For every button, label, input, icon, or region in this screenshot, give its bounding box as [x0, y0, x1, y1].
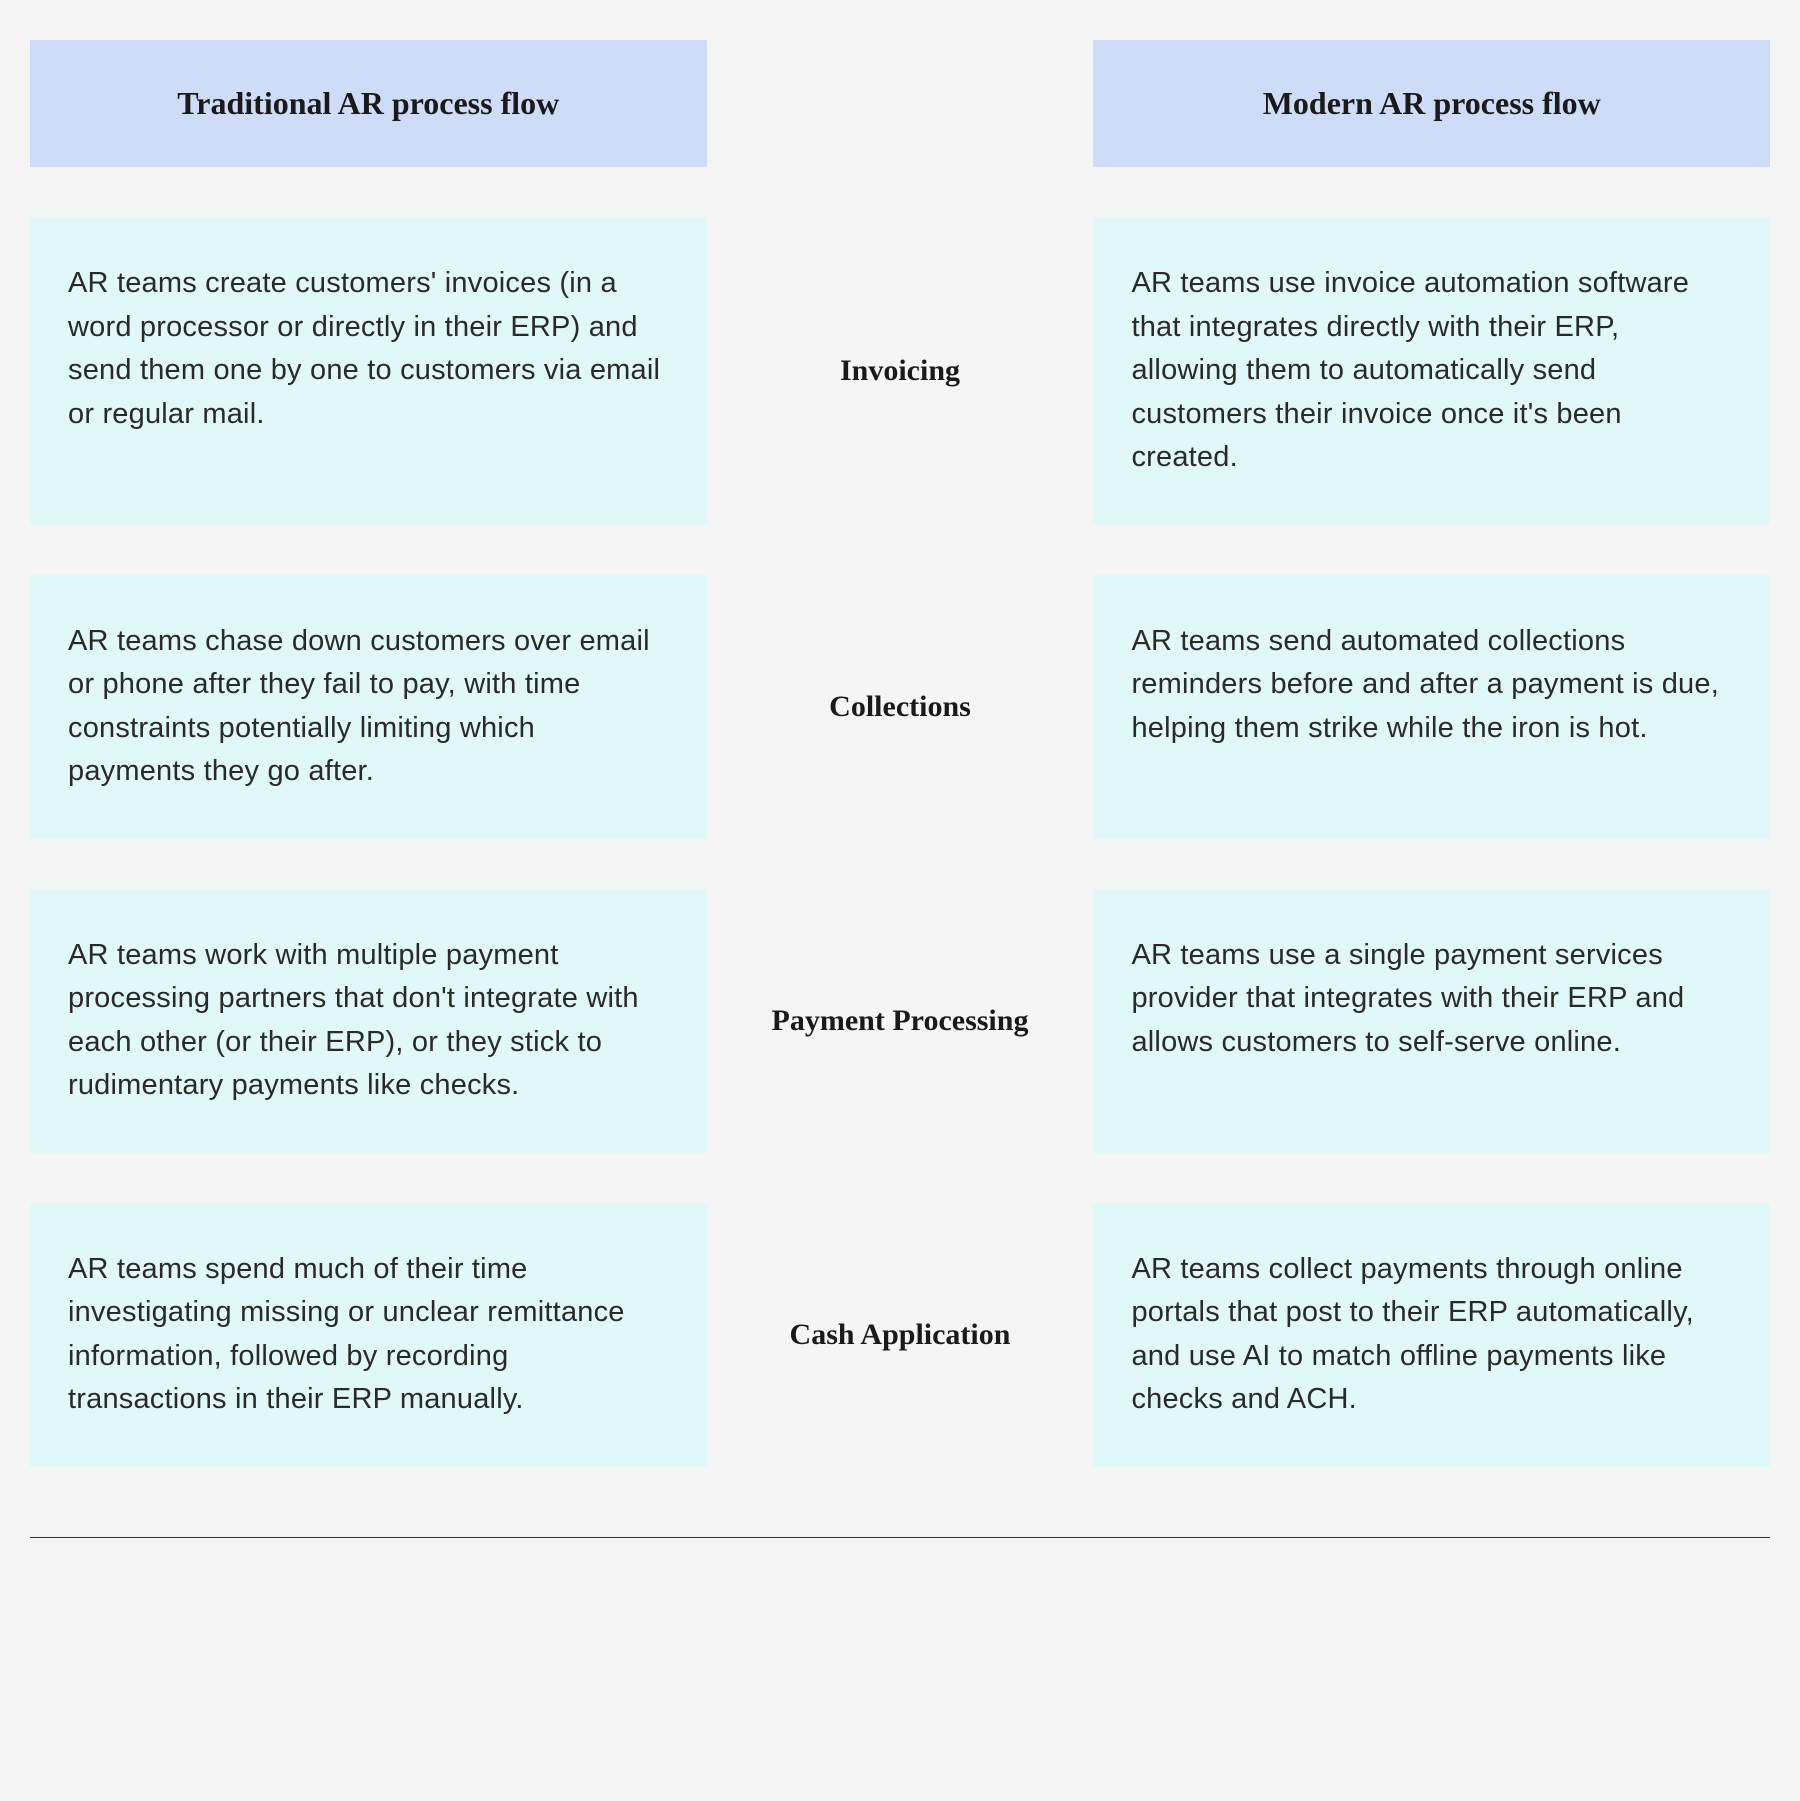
traditional-cell: AR teams chase down customers over email…: [30, 575, 707, 839]
modern-cell: AR teams use invoice automation software…: [1093, 217, 1770, 525]
modern-cell: AR teams collect payments through online…: [1093, 1203, 1770, 1467]
modern-cell: AR teams use a single payment services p…: [1093, 889, 1770, 1153]
comparison-table: Traditional AR process flow Modern AR pr…: [30, 40, 1770, 1538]
traditional-cell: AR teams work with multiple payment proc…: [30, 889, 707, 1153]
category-label: Collections: [747, 575, 1054, 839]
header-traditional: Traditional AR process flow: [30, 40, 707, 167]
category-label: Cash Application: [747, 1203, 1054, 1467]
modern-cell: AR teams send automated collections remi…: [1093, 575, 1770, 839]
category-label: Payment Processing: [747, 889, 1054, 1153]
header-modern: Modern AR process flow: [1093, 40, 1770, 167]
traditional-cell: AR teams spend much of their time invest…: [30, 1203, 707, 1467]
bottom-border: [30, 1537, 1770, 1538]
header-spacer: [747, 40, 1054, 167]
category-label: Invoicing: [747, 217, 1054, 525]
traditional-cell: AR teams create customers' invoices (in …: [30, 217, 707, 525]
